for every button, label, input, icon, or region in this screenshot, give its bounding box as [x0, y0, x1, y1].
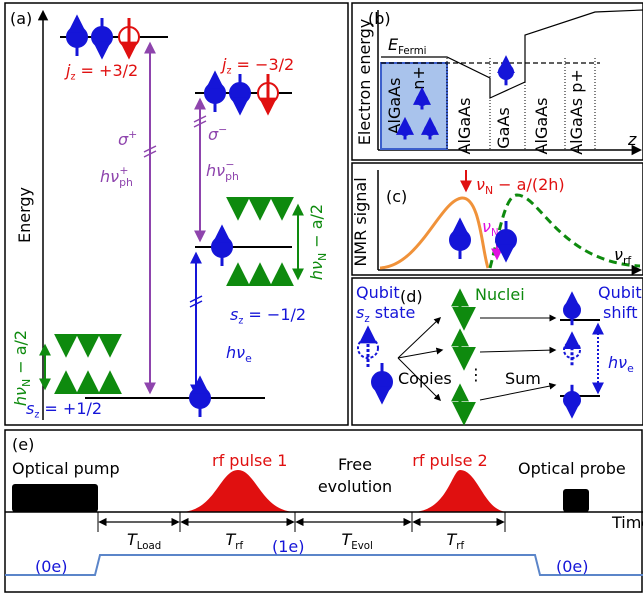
- label-base: hν: [206, 161, 225, 180]
- label: EFermi: [388, 35, 426, 57]
- label: rf pulse 1: [212, 451, 287, 470]
- label: Nuclei: [475, 285, 525, 304]
- axis-label: NMR signal: [351, 177, 370, 266]
- label-sub: e: [245, 352, 252, 365]
- label-base: hν: [307, 261, 326, 280]
- label: sz = −1/2: [230, 305, 306, 327]
- label: (0e): [556, 557, 589, 576]
- label: jz = −3/2: [220, 55, 294, 77]
- panel-label: (e): [12, 435, 34, 454]
- label-rest: = −3/2: [231, 55, 294, 74]
- panel-label: (a): [10, 9, 32, 28]
- label: (0e): [35, 557, 68, 576]
- axis-label: Energy: [15, 187, 34, 243]
- charge-trace: [5, 555, 643, 575]
- label: hνN − a/2: [11, 330, 33, 406]
- label: jz = +3/2: [64, 61, 138, 83]
- rf-pulse: [180, 470, 296, 512]
- label-base: s: [230, 305, 238, 324]
- label: hνph+: [100, 164, 133, 189]
- label-sup: +: [128, 128, 137, 141]
- label-rest: = +3/2: [75, 61, 138, 80]
- label-rest: state: [370, 303, 416, 322]
- label: σ−: [208, 123, 227, 144]
- region-label: AlGaAs p+: [567, 69, 586, 155]
- panel-frame: [5, 3, 348, 425]
- label: sz state: [356, 303, 415, 325]
- label-sub: Fermi: [398, 46, 426, 57]
- label: Free: [338, 455, 372, 474]
- label-base: ν: [614, 245, 623, 264]
- label-rest: = −1/2: [243, 305, 306, 324]
- label: n+: [409, 66, 428, 90]
- label: σ+: [118, 128, 137, 149]
- label: Trf: [226, 530, 244, 552]
- label: shift: [603, 303, 638, 322]
- label: Sum: [505, 369, 541, 388]
- label-rest: = +1/2: [39, 399, 102, 418]
- label: sz = +1/2: [26, 399, 102, 421]
- pump-pulse: [12, 484, 98, 512]
- label: Qubit: [598, 283, 642, 302]
- rf-pulse: [412, 470, 508, 512]
- label: Qubit: [356, 283, 400, 302]
- label: hνph−: [206, 158, 239, 183]
- axis-label: Electron energy: [355, 19, 374, 145]
- figure: (a)Energyjz = +3/2jz = −3/2σ+hνph+σ−hνph…: [0, 0, 643, 593]
- label-rest: − a/2: [307, 204, 326, 253]
- label-base: ν: [482, 217, 491, 236]
- label-base: hν: [100, 167, 119, 186]
- label-sub: rf: [623, 254, 632, 267]
- panel-label: (c): [386, 187, 407, 206]
- label: rf pulse 2: [412, 451, 487, 470]
- label-sub: rf: [235, 541, 243, 552]
- label-sub: ph: [225, 170, 239, 183]
- label: νrf: [614, 245, 632, 267]
- label: hνN − a/2: [307, 204, 329, 280]
- label: hνe: [226, 343, 252, 365]
- region-label: AlGaAs: [455, 98, 474, 155]
- label-sub: N: [316, 253, 329, 261]
- probe-pulse: [563, 489, 589, 512]
- flow-arrow: [480, 350, 555, 352]
- label: (1e): [272, 537, 305, 556]
- page: {"panels": { "a": {"label": "(a)", "axis…: [0, 0, 643, 593]
- nmr-curve: [380, 198, 488, 268]
- label-sub: ph: [119, 176, 133, 189]
- axis-label: z: [627, 130, 637, 149]
- label: Copies: [398, 369, 452, 388]
- region-label: GaAs: [494, 107, 513, 148]
- label-sup: −: [218, 123, 227, 136]
- label-sub: N: [485, 184, 493, 197]
- label-sub: rf: [456, 541, 464, 552]
- label-sub: e: [627, 362, 634, 375]
- label-base: s: [26, 399, 34, 418]
- label-rest: − a/(2h): [493, 175, 565, 194]
- panel-frame: [5, 430, 642, 592]
- label: νN − a/(2h): [476, 175, 565, 197]
- label: Optical pump: [12, 459, 120, 478]
- label: Trf: [447, 530, 465, 552]
- label-sub: N: [20, 379, 33, 387]
- axis-label: Time: [611, 513, 643, 532]
- label-base: s: [356, 303, 364, 322]
- label-base: ν: [476, 175, 485, 194]
- label-sub: Load: [137, 541, 161, 552]
- label: hνe: [608, 353, 634, 375]
- label: TLoad: [127, 530, 161, 552]
- label-base: hν: [608, 353, 627, 372]
- label: Optical probe: [518, 459, 626, 478]
- label: TEvol: [342, 530, 373, 552]
- label-sub: Evol: [351, 541, 373, 552]
- label-sup: +: [119, 164, 128, 177]
- label: ⋮: [468, 365, 484, 384]
- label-sup: −: [225, 158, 234, 171]
- label-base: hν: [226, 343, 245, 362]
- region-label: AlGaAs: [532, 98, 551, 155]
- label: evolution: [318, 477, 392, 496]
- label-rest: − a/2: [11, 330, 30, 379]
